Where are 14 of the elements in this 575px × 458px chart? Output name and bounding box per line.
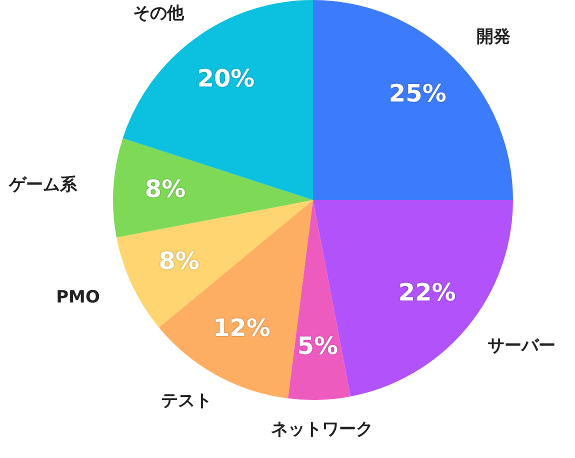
slice-label: その他 <box>132 3 185 24</box>
data-label: 25% <box>388 80 446 108</box>
slice-label: テスト <box>160 390 212 411</box>
slice-label: サーバー <box>488 336 556 356</box>
slice-label: PMO <box>56 287 100 308</box>
data-label: 8% <box>144 174 186 203</box>
slice-label: ネットワーク <box>270 419 373 440</box>
slice-label: 開発 <box>476 26 511 47</box>
data-label: 20% <box>197 64 255 92</box>
data-label: 22% <box>398 278 456 307</box>
data-label: 5% <box>297 332 338 360</box>
slice-label: ゲーム系 <box>8 174 78 195</box>
data-label: 8% <box>158 247 200 276</box>
data-label: 12% <box>212 314 270 342</box>
